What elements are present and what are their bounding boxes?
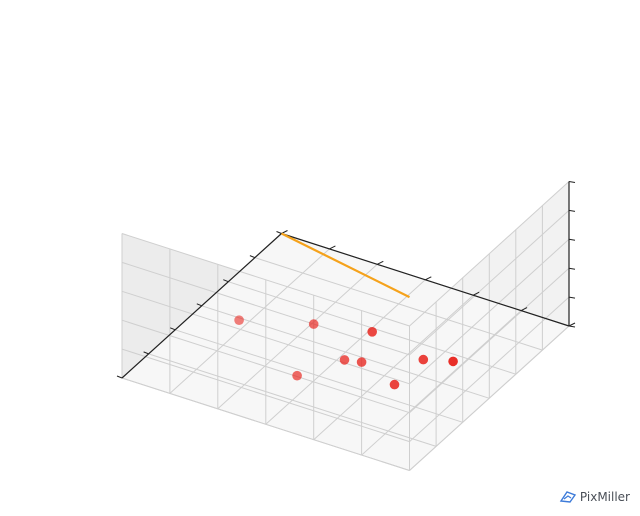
data-point-5 [448, 357, 458, 367]
y-tick [425, 277, 431, 280]
data-point-9 [390, 380, 400, 390]
x-tick [117, 376, 122, 378]
z-tick [569, 268, 575, 269]
data-point-4 [357, 357, 367, 367]
y-tick [329, 246, 335, 249]
z-tick [569, 182, 575, 183]
data-point-7 [367, 327, 377, 337]
z-tick [569, 297, 575, 298]
z-tick [569, 210, 575, 211]
watermark: PixMiller [559, 490, 630, 504]
y-tick [569, 323, 575, 326]
x-tick [250, 256, 255, 258]
z-tick [569, 239, 575, 240]
data-point-8 [292, 371, 302, 381]
axis-panes [122, 182, 569, 471]
y-tick [377, 261, 383, 264]
data-point-1 [309, 319, 319, 329]
data-point-2 [419, 355, 429, 365]
z-tick [569, 326, 575, 327]
watermark-label: PixMiller [580, 491, 630, 503]
data-point-3 [340, 355, 350, 365]
pixmiller-logo-icon [559, 490, 577, 504]
data-point-6 [234, 315, 244, 325]
x-tick [277, 232, 282, 234]
